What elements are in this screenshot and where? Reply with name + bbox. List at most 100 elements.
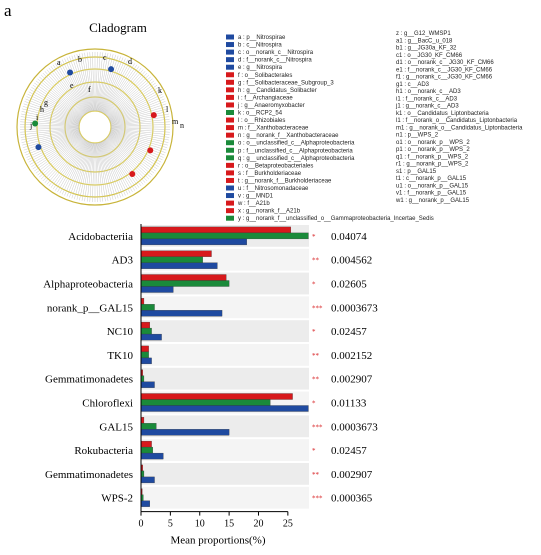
branch	[74, 54, 91, 112]
branch	[37, 137, 83, 176]
legend-label: n : g__norank_f__Xanthobacteraceae	[238, 133, 339, 139]
branch	[105, 139, 144, 185]
branch	[100, 56, 121, 113]
p-value: 0.01133	[331, 398, 367, 410]
significance: ***	[312, 304, 323, 312]
branch	[99, 142, 119, 199]
legend-swatch	[226, 147, 234, 153]
branch	[103, 63, 135, 114]
legend-swatch	[226, 155, 234, 161]
clade-node	[32, 120, 39, 127]
branch	[104, 66, 140, 115]
x-tick-label: 0	[139, 519, 144, 530]
branch	[110, 131, 167, 151]
p-value: 0.002152	[331, 350, 372, 362]
bar	[140, 423, 157, 430]
branch	[108, 135, 158, 170]
significance: **	[312, 352, 320, 360]
x-tick-label: 10	[195, 519, 205, 530]
legend-swatch	[226, 94, 234, 100]
legend-label: a : p__Nitrospirae	[238, 35, 286, 41]
branch	[24, 132, 81, 153]
branch	[52, 140, 87, 190]
branch	[69, 141, 90, 198]
significance: *	[312, 400, 316, 408]
legend-swatch	[226, 57, 234, 63]
legend-swatch	[226, 132, 234, 138]
branch	[23, 131, 80, 151]
row-band	[141, 439, 309, 461]
branch	[98, 54, 114, 112]
legend-label: j : g__Anaeromyxobacter	[237, 103, 305, 109]
branch	[34, 136, 83, 172]
branch	[100, 57, 124, 113]
legend-label: v1 : f__norank_p__GAL15	[396, 191, 467, 197]
legend-swatch	[226, 177, 234, 183]
branch	[46, 139, 85, 185]
legend-label: e : g__Nitrospira	[238, 65, 283, 71]
branch	[110, 116, 170, 125]
bar	[140, 500, 150, 507]
branch	[110, 124, 170, 127]
row-band	[141, 367, 309, 390]
branch	[92, 142, 95, 202]
branch	[105, 71, 146, 116]
branch	[109, 134, 162, 163]
node-label: l	[166, 105, 169, 114]
branch	[109, 101, 166, 122]
clade-node	[35, 144, 42, 151]
branch	[21, 129, 80, 141]
clade-node	[150, 112, 157, 119]
legend-swatch	[226, 64, 234, 70]
legend-swatch	[226, 208, 234, 214]
category-label: norank_p__GAL15	[47, 302, 134, 314]
branch	[97, 53, 109, 112]
legend-swatch	[226, 117, 234, 123]
branch	[37, 78, 83, 117]
branch	[64, 58, 89, 113]
branch	[48, 139, 86, 187]
branch	[109, 132, 166, 153]
branch	[55, 63, 87, 114]
p-value: 0.02605	[331, 279, 367, 291]
branch	[42, 138, 85, 182]
branch	[110, 131, 168, 148]
branch	[101, 59, 129, 113]
p-value: 0.04074	[331, 231, 367, 243]
branch	[101, 58, 126, 113]
legend-label: e1 : f__norank_c__JG30_KF_CM66	[396, 67, 493, 73]
panel-label: a	[4, 1, 12, 20]
branch	[106, 137, 151, 178]
legend-swatch	[226, 72, 234, 78]
legend-label: p1 : o__norank_p__WPS_2	[396, 147, 470, 153]
branch	[110, 127, 170, 133]
x-tick-label: 5	[168, 519, 173, 530]
branch	[66, 141, 90, 197]
legend-label: o1 : o__norank_p__WPS_2	[396, 140, 470, 146]
branch	[39, 76, 84, 117]
p-value: 0.000365	[331, 493, 373, 505]
branch	[81, 53, 93, 112]
clade-node	[147, 147, 154, 154]
clade-node	[67, 69, 74, 76]
branch	[107, 137, 153, 176]
branch	[110, 108, 168, 124]
legend-label: x : g__norank_f__A21b	[238, 209, 301, 215]
significance: *	[312, 447, 316, 455]
branch	[110, 130, 168, 146]
x-axis-label: Mean proportions(%)	[170, 535, 265, 547]
branch	[25, 132, 81, 156]
branch	[31, 135, 82, 167]
legend-swatch	[226, 170, 234, 176]
branch	[20, 124, 80, 127]
legend-swatch	[226, 79, 234, 85]
branch	[34, 82, 83, 118]
branch	[32, 84, 82, 119]
node-label: e	[70, 81, 74, 90]
node-label: h	[40, 105, 44, 114]
branch	[100, 141, 121, 198]
legend-label: f : o__Solibacterales	[238, 73, 292, 79]
branch	[46, 69, 85, 115]
